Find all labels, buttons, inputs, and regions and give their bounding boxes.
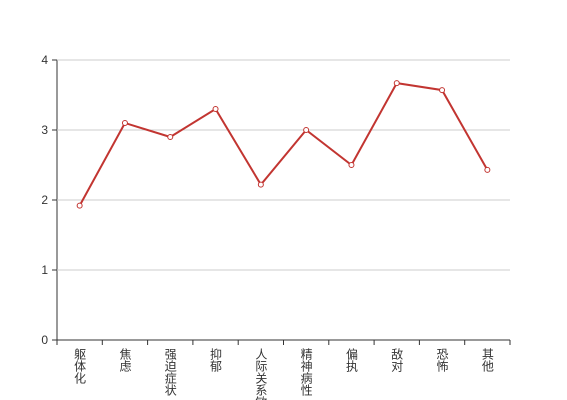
x-tick-label: 其他 (480, 348, 494, 372)
y-tick-label: 1 (41, 263, 48, 277)
x-tick-label: 抑郁 (209, 347, 223, 373)
x-tick-label: 强迫症状 (163, 348, 177, 396)
point (348, 162, 355, 168)
x-tick-label: 恐怖 (435, 348, 449, 372)
x-tick-label: 敌对 (390, 347, 404, 372)
y-tick-label: 4 (41, 53, 48, 67)
point (121, 120, 128, 126)
x-tick-label: 偏执 (344, 347, 358, 373)
point (439, 87, 446, 94)
point (484, 166, 491, 173)
point (76, 202, 83, 209)
x-tick-label: 躯体化 (73, 347, 87, 385)
point (257, 181, 264, 188)
point (303, 127, 310, 133)
line (78, 82, 489, 207)
y-tick-label: 0 (41, 333, 48, 347)
x-tick-label: 精神病性 (299, 348, 313, 397)
point (167, 134, 174, 140)
point (212, 106, 219, 112)
x-tick-label: 人际关系敏感 (254, 348, 268, 400)
y-tick-label: 2 (41, 193, 48, 207)
y-tick-label: 3 (41, 123, 48, 137)
x-tick-label: 焦虑 (118, 348, 132, 372)
point (393, 80, 400, 87)
